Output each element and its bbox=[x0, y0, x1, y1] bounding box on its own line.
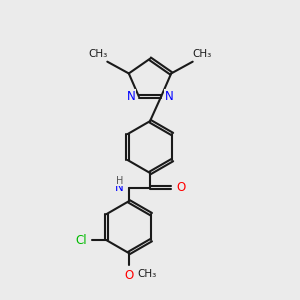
Text: Cl: Cl bbox=[76, 234, 87, 247]
Text: O: O bbox=[176, 181, 186, 194]
Text: N: N bbox=[115, 181, 124, 194]
Text: H: H bbox=[116, 176, 124, 186]
Text: CH₃: CH₃ bbox=[193, 49, 212, 59]
Text: CH₃: CH₃ bbox=[88, 49, 107, 59]
Text: O: O bbox=[124, 269, 134, 282]
Text: N: N bbox=[127, 90, 135, 103]
Text: N: N bbox=[165, 90, 173, 103]
Text: CH₃: CH₃ bbox=[137, 269, 156, 279]
